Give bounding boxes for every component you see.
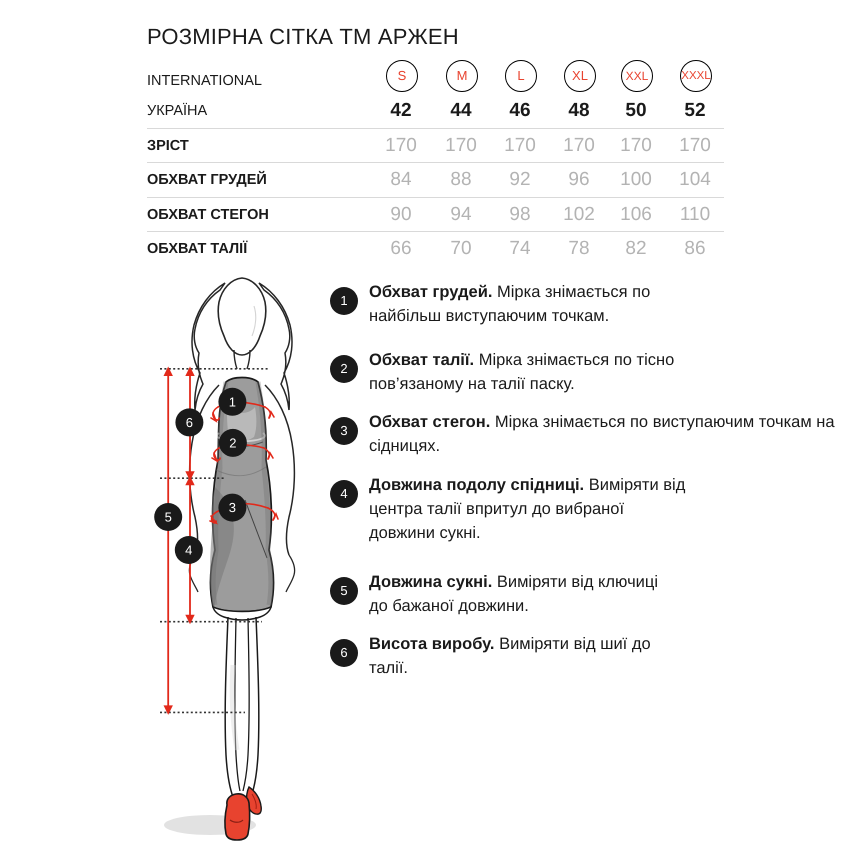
svg-text:6: 6 bbox=[186, 415, 193, 430]
svg-text:2: 2 bbox=[229, 435, 236, 450]
svg-text:1: 1 bbox=[229, 394, 236, 409]
svg-text:3: 3 bbox=[229, 500, 236, 515]
svg-text:5: 5 bbox=[165, 510, 172, 525]
svg-text:4: 4 bbox=[185, 543, 192, 558]
